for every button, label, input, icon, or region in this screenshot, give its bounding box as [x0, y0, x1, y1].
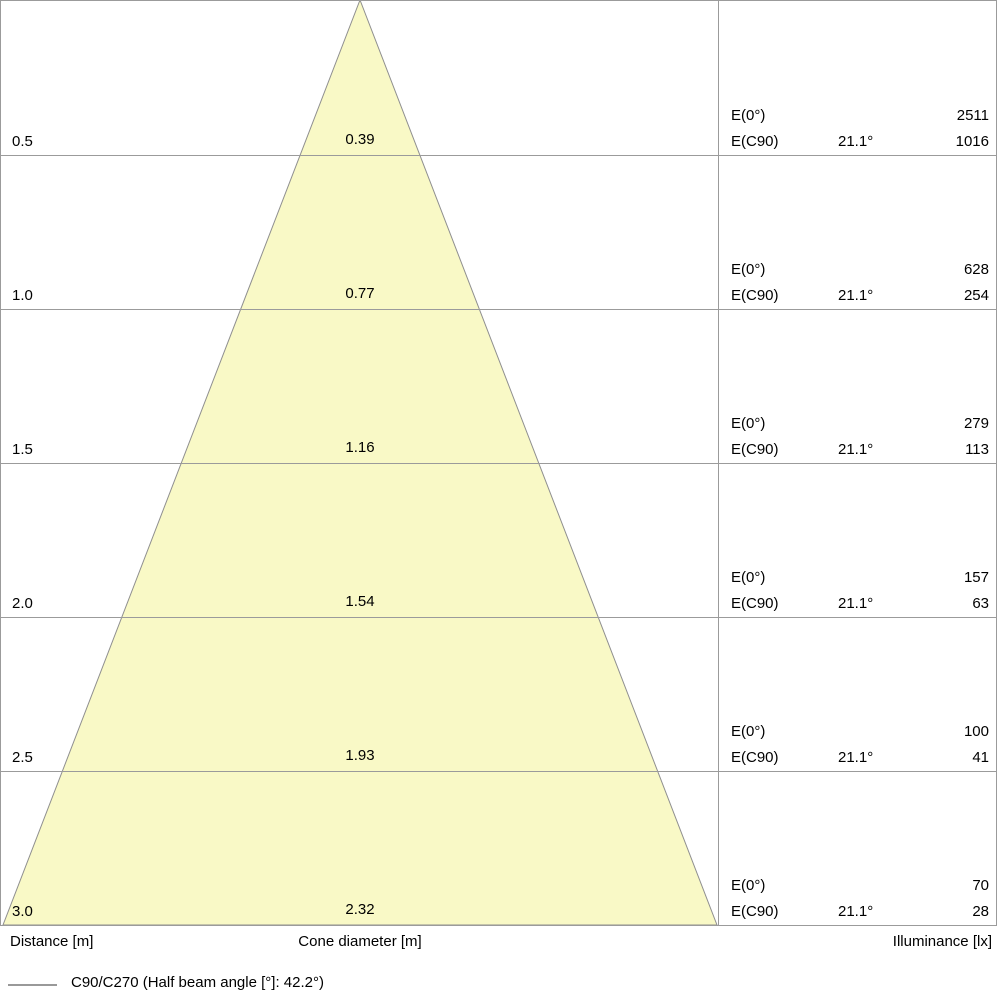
value-label-illuminance: Illuminance [lx] — [892, 933, 992, 950]
distance-label: 2.0 — [12, 595, 33, 612]
half-beam-angle-value: 21.1° — [838, 903, 874, 920]
ec90-value: 113 — [965, 441, 989, 458]
diameter-label: 1.54 — [345, 593, 375, 610]
cone-row: 2.0 1.54 E(0°) 157 E(C90) 21.1° 63 — [0, 561, 1000, 617]
e0-label: E(0°) — [731, 723, 766, 740]
ec90-label: E(C90) — [731, 287, 779, 304]
legend-line-icon — [8, 984, 57, 986]
ec90-value: 41 — [972, 749, 989, 766]
e0-label: E(0°) — [731, 569, 766, 586]
e0-value: 100 — [963, 723, 989, 740]
ec90-label: E(C90) — [731, 133, 779, 150]
diameter-label: 0.77 — [345, 285, 375, 302]
ec90-label: E(C90) — [731, 441, 779, 458]
e0-value: 628 — [963, 261, 989, 278]
x-axis-label-cone-diameter: Cone diameter [m] — [298, 933, 422, 950]
ec90-line: E(C90) 21.1° 1016 — [718, 133, 997, 150]
e0-label: E(0°) — [731, 261, 766, 278]
e0-value: 157 — [963, 569, 989, 586]
grid-lines — [0, 0, 997, 926]
y-axis-label-distance: Distance [m] — [10, 933, 94, 950]
ec90-line: E(C90) 21.1° 28 — [718, 903, 997, 920]
ec90-line: E(C90) 21.1° 41 — [718, 749, 997, 766]
ec90-label: E(C90) — [731, 595, 779, 612]
ec90-line: E(C90) 21.1° 63 — [718, 595, 997, 612]
e0-line: E(0°) 70 — [718, 877, 997, 894]
cone-row: 0.5 0.39 E(0°) 2511 E(C90) 21.1° 1016 — [0, 99, 1000, 155]
cone-row: 1.0 0.77 E(0°) 628 E(C90) 21.1° 254 — [0, 253, 1000, 309]
e0-label: E(0°) — [731, 415, 766, 432]
ec90-line: E(C90) 21.1° 254 — [718, 287, 997, 304]
e0-line: E(0°) 279 — [718, 415, 997, 432]
ec90-value: 63 — [972, 595, 989, 612]
e0-value: 279 — [963, 415, 989, 432]
ec90-value: 1016 — [955, 133, 989, 150]
e0-line: E(0°) 628 — [718, 261, 997, 278]
cone-row: 2.5 1.93 E(0°) 100 E(C90) 21.1° 41 — [0, 715, 1000, 771]
e0-line: E(0°) 157 — [718, 569, 997, 586]
distance-label: 2.5 — [12, 749, 33, 766]
diameter-label: 1.93 — [345, 747, 375, 764]
diameter-label: 1.16 — [345, 439, 375, 456]
ec90-value: 254 — [963, 287, 989, 304]
cone-row: 3.0 2.32 E(0°) 70 E(C90) 21.1° 28 — [0, 869, 1000, 925]
e0-label: E(0°) — [731, 877, 766, 894]
cone-row: 1.5 1.16 E(0°) 279 E(C90) 21.1° 113 — [0, 407, 1000, 463]
diameter-label: 2.32 — [345, 901, 375, 918]
half-beam-angle-value: 21.1° — [838, 441, 874, 458]
ec90-label: E(C90) — [731, 749, 779, 766]
e0-line: E(0°) 100 — [718, 723, 997, 740]
diameter-label: 0.39 — [345, 131, 375, 148]
half-beam-angle-value: 21.1° — [838, 287, 874, 304]
e0-label: E(0°) — [731, 107, 766, 124]
distance-label: 0.5 — [12, 133, 33, 150]
legend-label: C90/C270 (Half beam angle [°]: 42.2°) — [71, 974, 324, 991]
distance-label: 1.0 — [12, 287, 33, 304]
half-beam-angle-value: 21.1° — [838, 133, 874, 150]
e0-value: 2511 — [956, 107, 989, 124]
e0-line: E(0°) 2511 — [718, 107, 997, 124]
distance-label: 3.0 — [12, 903, 33, 920]
distance-label: 1.5 — [12, 441, 33, 458]
ec90-value: 28 — [972, 903, 989, 920]
e0-value: 70 — [972, 877, 989, 894]
ec90-line: E(C90) 21.1° 113 — [718, 441, 997, 458]
half-beam-angle-value: 21.1° — [838, 595, 874, 612]
half-beam-angle-value: 21.1° — [838, 749, 874, 766]
ec90-label: E(C90) — [731, 903, 779, 920]
